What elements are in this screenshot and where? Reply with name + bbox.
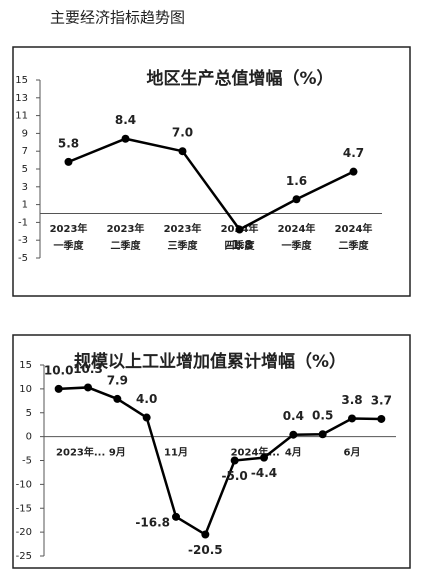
- x-tick-label: 一季度: [282, 239, 313, 252]
- value-label: -20.5: [188, 543, 223, 557]
- x-tick-label: 二季度: [339, 239, 370, 252]
- value-label: 3.8: [341, 393, 362, 407]
- marker: [172, 512, 180, 521]
- marker: [178, 147, 187, 156]
- chart-frame: [12, 334, 411, 569]
- value-label: 10.0: [44, 363, 74, 377]
- marker: [201, 530, 210, 539]
- y-tick-label: 5: [26, 408, 32, 419]
- y-tick-label: 1: [22, 200, 28, 211]
- x-tick-label: 2024年: [278, 222, 316, 235]
- x-tick-label: 9月: [109, 447, 126, 459]
- x-tick-label: 6月: [344, 447, 361, 459]
- y-tick-label: 10: [19, 384, 32, 395]
- value-label: -4.4: [251, 466, 277, 480]
- marker: [292, 195, 301, 204]
- marker: [84, 383, 92, 392]
- y-tick-label: 0: [26, 432, 32, 443]
- x-tick-label: 三季度: [168, 239, 199, 252]
- x-tick-label: 11月: [164, 447, 188, 459]
- y-tick-label: -5: [22, 456, 32, 467]
- marker: [54, 384, 63, 393]
- value-label: 7.0: [172, 126, 193, 140]
- marker: [348, 414, 356, 423]
- line: [58, 386, 382, 537]
- marker: [349, 167, 358, 176]
- marker: [260, 453, 268, 462]
- y-tick-label: -15: [16, 503, 32, 514]
- page-title: 主要经济指标趋势图: [50, 9, 185, 27]
- y-tick-label: 15: [15, 75, 28, 86]
- value-label: 8.4: [115, 113, 136, 127]
- value-label: 0.4: [283, 409, 304, 423]
- value-label: -5.0: [222, 469, 248, 483]
- value-label: -1.8: [226, 238, 252, 252]
- x-tick-label: 二季度: [111, 239, 142, 252]
- x-tick-label: 一季度: [54, 239, 85, 252]
- y-tick-label: 9: [22, 128, 28, 139]
- x-tick-label: 2023年...: [56, 446, 105, 459]
- x-tick-label: 2024年: [335, 222, 373, 235]
- y-tick-label: 5: [22, 164, 28, 175]
- y-tick-label: 11: [15, 111, 28, 122]
- value-label: 4.0: [136, 392, 157, 406]
- line: [68, 137, 355, 232]
- value-label: 3.7: [371, 393, 392, 407]
- x-tick-label: 2023年: [164, 222, 202, 235]
- y-tick-label: 7: [22, 146, 28, 157]
- marker: [235, 225, 244, 234]
- marker: [377, 414, 386, 423]
- marker: [121, 134, 130, 143]
- marker: [142, 413, 151, 422]
- value-label: -16.8: [135, 515, 170, 529]
- y-tick-label: -10: [16, 479, 32, 490]
- value-label: 10.3: [73, 362, 103, 376]
- value-label: 1.6: [286, 174, 307, 188]
- y-tick-label: -25: [16, 551, 32, 562]
- value-label: 5.8: [58, 136, 79, 150]
- y-tick-label: -5: [18, 253, 28, 264]
- y-tick-label: 15: [19, 360, 32, 371]
- x-tick-label: 2023年: [107, 222, 145, 235]
- chart-title: 地区生产总值增幅（%）: [146, 68, 333, 89]
- y-tick-label: -20: [16, 527, 32, 538]
- y-tick-label: -3: [18, 235, 28, 246]
- value-label: 7.9: [107, 373, 128, 387]
- chart-title: 规模以上工业增加值累计增幅（%）: [74, 351, 346, 372]
- value-label: 0.5: [312, 409, 333, 423]
- chart-frame: [12, 46, 411, 297]
- y-tick-label: -1: [18, 217, 28, 228]
- x-tick-label: 四季度: [225, 239, 256, 252]
- x-tick-label: 2023年: [50, 222, 88, 235]
- marker: [289, 430, 298, 439]
- marker: [230, 456, 239, 465]
- marker: [64, 157, 73, 166]
- y-tick-label: 3: [22, 182, 28, 193]
- x-tick-label: 4月: [285, 447, 302, 459]
- marker: [113, 394, 122, 403]
- marker: [318, 430, 327, 439]
- y-tick-label: 13: [15, 93, 28, 104]
- value-label: 4.7: [343, 146, 364, 160]
